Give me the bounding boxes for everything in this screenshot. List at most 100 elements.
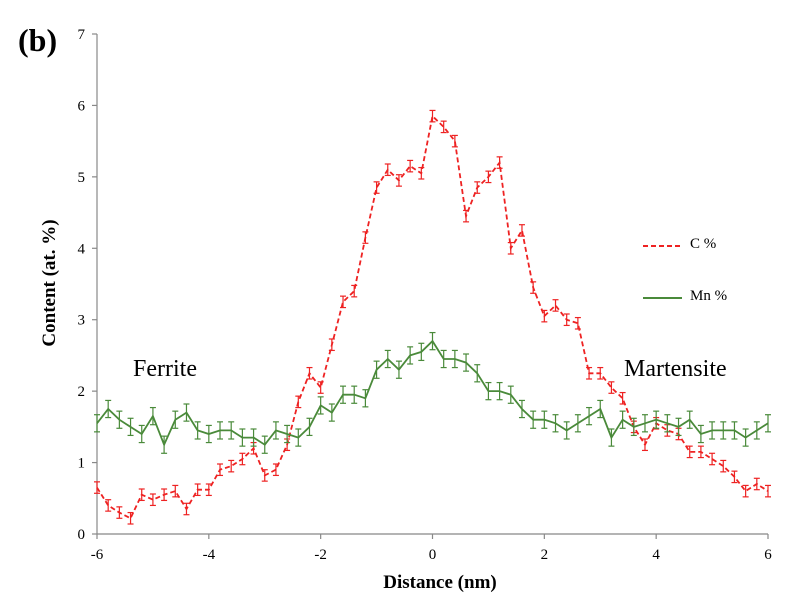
data-point bbox=[317, 381, 324, 394]
data-point bbox=[172, 484, 179, 498]
data-point bbox=[451, 349, 458, 369]
data-point bbox=[641, 414, 648, 433]
data-point bbox=[228, 459, 235, 473]
data-point bbox=[697, 445, 704, 459]
data-point bbox=[205, 483, 212, 497]
data-point bbox=[496, 156, 503, 169]
data-point bbox=[742, 428, 749, 447]
data-point bbox=[194, 421, 201, 440]
y-tick-label: 4 bbox=[78, 241, 86, 257]
data-point bbox=[395, 360, 402, 379]
data-point bbox=[161, 435, 168, 454]
data-point bbox=[597, 399, 604, 419]
data-point bbox=[675, 417, 682, 437]
x-tick-label: -4 bbox=[203, 547, 216, 563]
data-point bbox=[597, 366, 604, 380]
data-point bbox=[586, 366, 593, 380]
data-point bbox=[228, 421, 235, 440]
data-point bbox=[641, 438, 648, 452]
data-point bbox=[395, 174, 402, 187]
martensite-label: Martensite bbox=[624, 356, 727, 382]
data-point bbox=[664, 414, 671, 433]
data-point bbox=[574, 316, 581, 330]
data-point bbox=[630, 417, 637, 437]
data-point bbox=[742, 484, 749, 498]
data-point bbox=[94, 414, 100, 433]
data-point bbox=[440, 120, 447, 134]
panel-label: (b) bbox=[18, 22, 58, 58]
data-point bbox=[261, 469, 268, 482]
y-tick-label: 2 bbox=[78, 384, 86, 400]
data-point bbox=[496, 381, 503, 401]
y-tick-label: 6 bbox=[78, 98, 86, 114]
data-point bbox=[418, 342, 425, 362]
legend bbox=[643, 245, 682, 299]
legend-c-label: C % bbox=[690, 236, 717, 252]
data-point bbox=[105, 399, 112, 419]
data-point bbox=[116, 506, 123, 519]
data-point bbox=[384, 349, 391, 369]
data-point bbox=[541, 410, 548, 429]
data-point bbox=[328, 403, 335, 422]
data-point bbox=[272, 463, 279, 477]
data-point bbox=[709, 452, 716, 466]
data-point bbox=[306, 366, 313, 380]
data-point bbox=[217, 463, 224, 477]
data-point bbox=[552, 414, 559, 433]
data-point bbox=[351, 284, 358, 298]
data-point bbox=[328, 338, 335, 352]
data-point bbox=[653, 410, 660, 429]
x-tick-label: 2 bbox=[541, 547, 549, 563]
data-point bbox=[138, 488, 145, 502]
x-axis-title: Distance (nm) bbox=[383, 572, 497, 593]
data-point bbox=[686, 445, 693, 459]
data-point bbox=[720, 459, 727, 473]
data-point bbox=[127, 417, 134, 437]
data-point bbox=[530, 281, 537, 294]
data-point bbox=[373, 360, 380, 379]
ferrite-label: Ferrite bbox=[133, 356, 197, 382]
data-point bbox=[731, 421, 738, 440]
data-point bbox=[697, 424, 704, 444]
data-point bbox=[340, 295, 347, 309]
data-point bbox=[239, 428, 246, 447]
data-point bbox=[474, 364, 481, 383]
data-point bbox=[619, 410, 626, 429]
data-point bbox=[518, 399, 525, 419]
data-point bbox=[418, 166, 425, 180]
data-point bbox=[272, 421, 279, 440]
data-point bbox=[172, 410, 179, 429]
data-point bbox=[731, 470, 738, 484]
data-point bbox=[507, 241, 514, 255]
series-line-c bbox=[96, 114, 769, 520]
data-point bbox=[306, 417, 313, 437]
data-point bbox=[429, 109, 436, 123]
data-point bbox=[608, 428, 615, 447]
data-point bbox=[384, 163, 391, 177]
data-point bbox=[709, 421, 716, 440]
data-point bbox=[765, 484, 771, 498]
series-layer bbox=[94, 109, 771, 525]
y-tick-label: 3 bbox=[78, 313, 86, 329]
data-point bbox=[440, 349, 447, 369]
data-point bbox=[463, 209, 470, 223]
data-point bbox=[149, 493, 156, 507]
x-tick-label: -6 bbox=[91, 547, 104, 563]
series-mn bbox=[94, 331, 771, 454]
data-point bbox=[138, 424, 145, 444]
data-point bbox=[149, 406, 156, 426]
data-point bbox=[161, 488, 168, 502]
data-point bbox=[127, 511, 134, 525]
x-tick-label: 0 bbox=[429, 547, 437, 563]
data-point bbox=[530, 410, 537, 429]
data-point bbox=[753, 477, 760, 491]
data-point bbox=[205, 424, 212, 444]
data-point bbox=[407, 346, 414, 365]
data-point bbox=[765, 414, 771, 433]
data-point bbox=[284, 424, 291, 444]
y-tick-label: 0 bbox=[78, 527, 86, 543]
x-tick-label: 6 bbox=[764, 547, 772, 563]
data-point bbox=[362, 231, 369, 244]
data-point bbox=[753, 421, 760, 440]
data-point bbox=[351, 385, 358, 404]
